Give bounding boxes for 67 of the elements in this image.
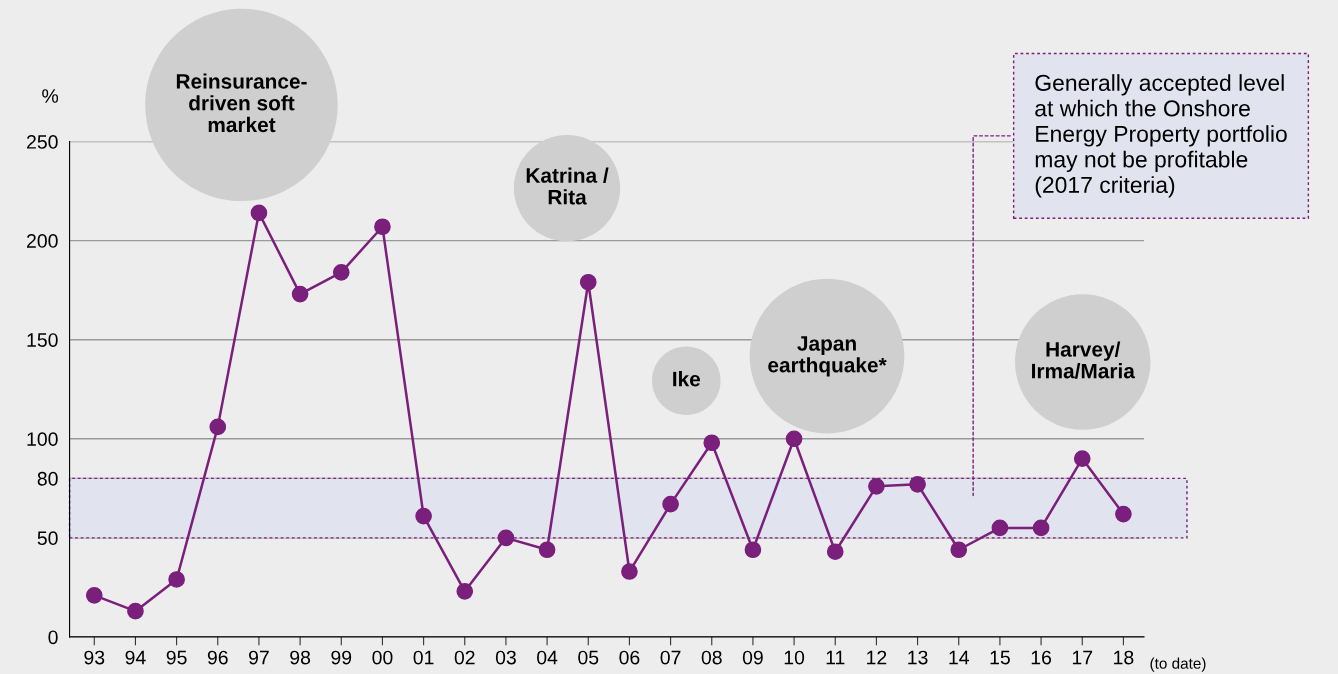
- x-tick-label: 07: [660, 650, 681, 665]
- text: (to date): [1150, 657, 1206, 672]
- point: [250, 204, 268, 222]
- point: [497, 529, 515, 547]
- x-tick-label: 94: [125, 650, 146, 665]
- x-tick-label: 10: [784, 650, 805, 665]
- point: [538, 541, 556, 559]
- point: [374, 218, 391, 236]
- x-tick-label: 14: [949, 650, 969, 665]
- x-tick-label: 98: [290, 650, 311, 665]
- point: [868, 477, 885, 495]
- point: [456, 583, 474, 600]
- point: [662, 495, 679, 513]
- x-tick-label: 95: [166, 650, 187, 665]
- point: [826, 543, 844, 561]
- x-tick-label: 03: [495, 650, 516, 665]
- x-tick-label: 06: [619, 650, 640, 665]
- point: [168, 571, 185, 588]
- y-tick-label: 50: [37, 531, 58, 546]
- point: [744, 541, 762, 559]
- y-tick-label: 250: [27, 135, 58, 149]
- x-tick-label: 04: [537, 650, 558, 665]
- x-tick-label: 02: [454, 650, 475, 665]
- point: [332, 263, 350, 281]
- point: [621, 563, 638, 580]
- x-tick-label: 08: [701, 650, 722, 665]
- annotation: Ike: [673, 371, 701, 387]
- point: [950, 541, 968, 559]
- point: [291, 285, 309, 303]
- point: [579, 273, 597, 291]
- point: [209, 418, 227, 436]
- x-tick-label: 05: [578, 650, 599, 665]
- y-tick-label: 100: [27, 432, 58, 447]
- band-label: Generally accepted level at which the Onshore Energy Property portfolio may not be profitable (2017 criteria): [1035, 74, 1287, 198]
- y-tick-label: 150: [27, 333, 58, 347]
- x-tick-label: 13: [908, 650, 928, 665]
- y-tick-label: 200: [27, 234, 58, 248]
- point: [991, 519, 1009, 537]
- x-tick-label: 17: [1072, 650, 1093, 665]
- y-tick-label: 80: [37, 471, 58, 486]
- x-tick-label: 00: [372, 650, 393, 665]
- text: Reinsurance- driven soft market: [176, 73, 307, 133]
- x-tick-label: 99: [331, 650, 352, 665]
- y-tick-label: 0: [48, 630, 58, 645]
- x-tick-label: 15: [990, 650, 1010, 665]
- x-tick-label: 97: [249, 650, 269, 665]
- x-tick-label: 93: [84, 650, 105, 665]
- annotation: Harvey/ Irma/Maria: [1032, 341, 1135, 379]
- point: [1115, 505, 1132, 523]
- annotation: Japan earthquake*: [768, 336, 887, 377]
- x-tick-label: 09: [742, 650, 763, 665]
- point: [785, 430, 803, 448]
- point: [415, 507, 432, 525]
- y-axis-title: %: [42, 89, 59, 103]
- x-tick-label: 96: [207, 650, 228, 665]
- point: [85, 586, 103, 604]
- point: [1073, 450, 1091, 467]
- point: [1032, 519, 1050, 537]
- point: [127, 602, 144, 620]
- x-tick-label: 01: [413, 650, 434, 665]
- annotation: Katrina / Rita: [526, 167, 609, 205]
- point: [909, 476, 926, 493]
- x-tick-label: 16: [1031, 650, 1052, 665]
- x-tick-label: 18: [1114, 650, 1134, 665]
- point: [703, 434, 721, 452]
- x-tick-label: 11: [826, 650, 845, 665]
- x-tick-label: 12: [867, 650, 887, 665]
